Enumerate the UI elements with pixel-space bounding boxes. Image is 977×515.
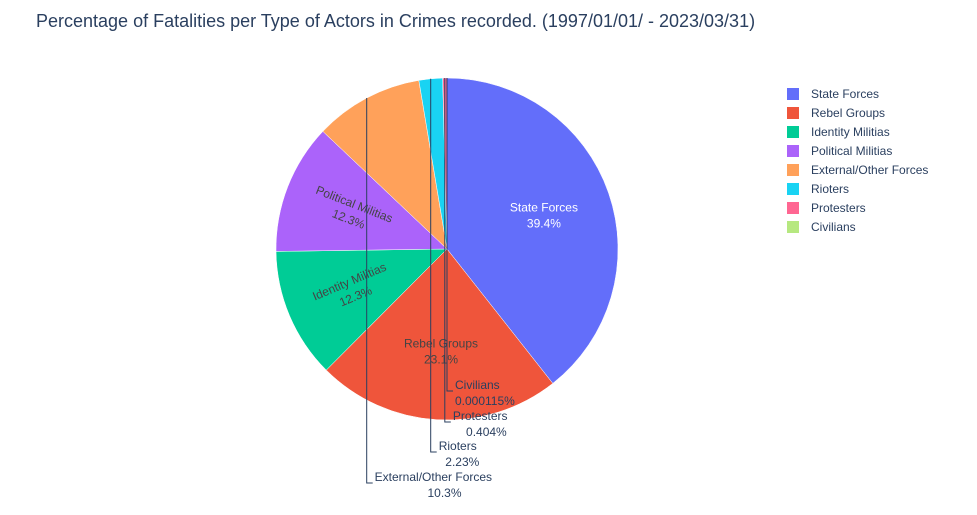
slice-label-rebel-groups: Rebel Groups 23.1% [404,336,478,366]
slice-label-civilians: Civilians 0.000115% [455,378,515,408]
legend-item-civilians[interactable]: Civilians [787,220,856,234]
legend-label: External/Other Forces [811,163,928,177]
pie-slice-rebel-groups[interactable] [325,248,554,421]
legend-label: Political Militias [811,144,892,158]
legend-swatch [787,88,799,100]
legend-label: Identity Militias [811,125,890,139]
legend-label: State Forces [811,87,879,101]
legend-item-state-forces[interactable]: State Forces [787,87,879,101]
legend-swatch [787,145,799,157]
slice-label-protesters: Protesters 0.404% [453,409,508,439]
legend-swatch [787,164,799,176]
leader-line-civilians [446,78,453,392]
slice-label-state-forces: State Forces 39.4% [510,200,578,230]
pie-slice-political-militias[interactable] [275,131,448,252]
pie-slice-identity-militias[interactable] [275,248,448,371]
leader-line-external-other-forces [366,98,373,484]
pie-slices [275,77,619,421]
leader-line-protesters [444,78,451,423]
legend-swatch [787,221,799,233]
legend-item-rebel-groups[interactable]: Rebel Groups [787,106,885,120]
slice-label-external-other-forces: External/Other Forces 10.3% [375,470,492,500]
legend-item-identity-militias[interactable]: Identity Militias [787,125,890,139]
chart-title: Percentage of Fatalities per Type of Act… [36,11,756,31]
leader-line-rioters [430,78,437,453]
legend-item-protesters[interactable]: Protesters [787,201,866,215]
legend-swatch [787,107,799,119]
legend-swatch [787,202,799,214]
legend-label: Rioters [811,182,849,196]
legend-item-rioters[interactable]: Rioters [787,182,849,196]
legend-swatch [787,126,799,138]
legend-item-external-other-forces[interactable]: External/Other Forces [787,163,928,177]
pie-slice-state-forces[interactable] [446,77,619,384]
legend-label: Rebel Groups [811,106,885,120]
legend-swatch [787,183,799,195]
legend-label: Civilians [811,220,856,234]
legend-item-political-militias[interactable]: Political Militias [787,144,892,158]
legend: State Forces Rebel Groups Identity Militia… [787,87,928,234]
slice-label-rioters: Rioters 2.23% [439,439,480,469]
legend-label: Protesters [811,201,866,215]
